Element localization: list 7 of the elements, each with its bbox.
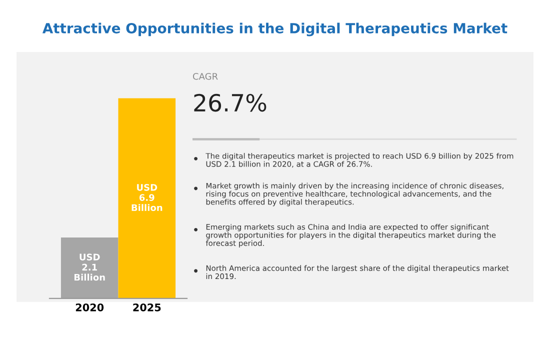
data-label: USD 2.1 Billion [74, 254, 105, 281]
text: Attractive Opportunities in the Digital Therapeutics Market [42, 22, 508, 36]
x-tick-label: 2020 [76, 303, 104, 312]
x-tick-label: 2025 [133, 303, 161, 312]
text: 26.7% [194, 94, 266, 112]
data-label: USD 6.9 Billion [132, 184, 162, 212]
text: CAGR [193, 72, 218, 80]
